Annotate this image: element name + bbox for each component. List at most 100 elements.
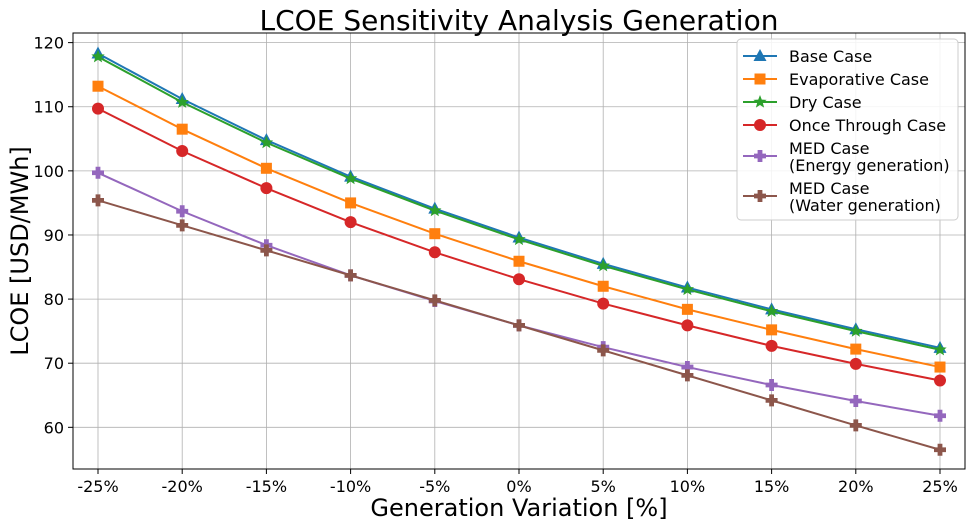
data-point: [428, 203, 442, 217]
x-tick-label: 10%: [670, 477, 706, 496]
data-point: [91, 49, 105, 63]
data-point: [176, 219, 189, 232]
data-point: [597, 297, 610, 310]
legend-marker: [754, 150, 766, 162]
y-tick-label: 70: [44, 354, 64, 373]
series-3: [92, 102, 946, 387]
legend-label: (Water generation): [789, 196, 941, 215]
y-axis-label: LCOE [USD/MWh]: [6, 146, 34, 356]
legend-box: [736, 38, 959, 221]
data-point: [512, 232, 526, 246]
data-point: [849, 419, 862, 432]
x-axis-ticks: -25% -20% -15% -10% -5% 0% 5% 10% 15% 20% 25%: [77, 469, 958, 496]
data-point: [428, 294, 441, 307]
data-point: [934, 361, 946, 373]
x-axis-label: Generation Variation [%]: [370, 494, 667, 522]
data-point: [344, 269, 357, 282]
data-point: [764, 304, 779, 317]
data-point: [765, 394, 778, 407]
data-point: [513, 319, 525, 332]
data-point: [92, 102, 104, 115]
y-tick-label: 120: [33, 34, 64, 53]
data-point: [176, 144, 189, 157]
data-point: [681, 303, 693, 315]
legend-item: MED Case(Energy generation): [743, 139, 950, 175]
data-point: [849, 324, 863, 337]
x-tick-label: -15%: [246, 477, 287, 496]
data-point: [681, 369, 694, 382]
legend-item: Once Through Case: [743, 116, 946, 135]
data-point: [344, 216, 357, 229]
legend-label: MED Case: [789, 179, 869, 198]
data-point: [92, 80, 104, 92]
data-point: [681, 319, 694, 332]
data-point: [260, 162, 272, 174]
data-point: [765, 339, 778, 352]
data-point: [933, 342, 947, 356]
legend-marker: [754, 73, 766, 85]
data-point: [176, 123, 188, 135]
data-point: [429, 228, 441, 240]
legend-item: Evaporative Case: [743, 70, 929, 89]
series-2: [91, 49, 947, 356]
legend-label: Dry Case: [789, 93, 862, 112]
data-point: [92, 194, 104, 207]
legend-marker: [753, 49, 767, 61]
legend-label: MED Case: [789, 139, 869, 158]
x-tick-label: 5%: [591, 477, 616, 496]
data-point: [260, 182, 273, 195]
data-point: [345, 197, 357, 209]
legend-marker: [753, 95, 767, 108]
data-point: [428, 246, 441, 259]
data-point: [596, 258, 610, 272]
legend-label: (Energy generation): [789, 156, 950, 175]
data-point: [849, 395, 862, 408]
data-point: [259, 135, 274, 149]
data-point: [934, 374, 946, 387]
x-tick-label: 25%: [922, 477, 958, 496]
data-point: [766, 324, 778, 336]
data-point: [934, 443, 946, 456]
data-point: [260, 244, 273, 257]
y-axis-ticks: 60 70 80 90 100 110 120: [33, 34, 73, 437]
x-tick-label: 15%: [754, 477, 790, 496]
x-tick-label: -25%: [77, 477, 118, 496]
data-point: [92, 166, 104, 179]
data-point: [765, 379, 778, 392]
legend-marker: [754, 119, 766, 131]
y-tick-label: 90: [44, 226, 64, 245]
legend-item: Dry Case: [743, 93, 862, 112]
legend-item: Base Case: [743, 47, 872, 66]
legend-label: Base Case: [789, 47, 872, 66]
data-point: [597, 280, 609, 292]
series-1: [92, 80, 946, 373]
data-point: [850, 343, 862, 355]
data-point: [513, 273, 525, 286]
legend-marker: [754, 190, 766, 202]
x-tick-label: -5%: [419, 477, 450, 496]
series-5: [92, 194, 946, 456]
legend-label: Evaporative Case: [789, 70, 929, 89]
legend: Base Case Evaporative Case Dry Case Once Th…: [736, 38, 959, 221]
y-tick-label: 110: [33, 98, 64, 117]
data-point: [513, 255, 525, 267]
data-point: [597, 344, 610, 357]
data-point: [176, 205, 189, 218]
data-point: [343, 171, 358, 185]
legend-label: Once Through Case: [789, 116, 946, 135]
x-tick-label: 0%: [506, 477, 531, 496]
y-tick-label: 100: [33, 162, 64, 181]
x-tick-label: -20%: [162, 477, 203, 496]
chart-title: LCOE Sensitivity Analysis Generation: [260, 4, 779, 37]
x-tick-label: 20%: [838, 477, 874, 496]
data-point: [681, 361, 694, 374]
x-tick-label: -10%: [330, 477, 371, 496]
data-point: [175, 95, 189, 108]
series-layer: [91, 46, 947, 456]
y-tick-label: 80: [44, 290, 64, 309]
data-point: [849, 357, 862, 370]
y-tick-label: 60: [44, 418, 64, 437]
data-point: [680, 282, 695, 296]
data-point: [934, 409, 946, 422]
